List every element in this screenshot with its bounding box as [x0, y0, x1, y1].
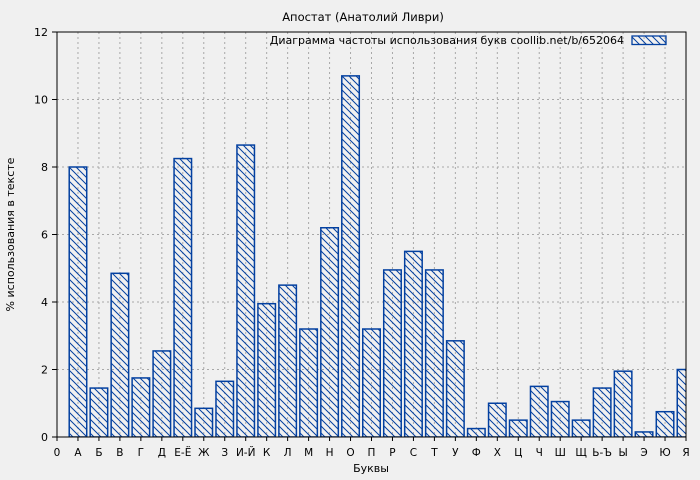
- bar-А: [68, 166, 88, 437]
- y-axis-label: % использования в тексте: [4, 157, 17, 311]
- bar-Р: [382, 269, 402, 437]
- bar-Ь-Ъ: [592, 387, 612, 437]
- x-tick-0: 0: [54, 447, 61, 459]
- x-tick-В: В: [116, 447, 123, 459]
- x-tick-Ц: Ц: [514, 447, 522, 459]
- x-tick-Х: Х: [494, 447, 501, 459]
- bar-Ю: [655, 410, 675, 437]
- x-tick-О: О: [346, 447, 354, 459]
- bar-Б: [89, 387, 109, 437]
- legend-swatch: [631, 35, 667, 46]
- bar-Е-Ё: [173, 157, 193, 437]
- bar-З: [215, 380, 235, 437]
- y-tick-10: 10: [34, 94, 48, 107]
- x-tick-Ы: Ы: [618, 447, 627, 459]
- x-tick-Ь-Ъ: Ь-Ъ: [592, 447, 612, 459]
- bar-Щ: [571, 419, 591, 437]
- bar-Э: [634, 431, 654, 437]
- chart-title: Апостат (Анатолий Ливри): [282, 10, 444, 24]
- bar-Д: [152, 350, 172, 437]
- legend-label: Диаграмма частоты использования букв coo…: [270, 34, 624, 47]
- bar-У: [445, 340, 465, 437]
- bar-Т: [424, 269, 444, 437]
- x-tick-Щ: Щ: [575, 447, 587, 459]
- x-tick-Р: Р: [389, 447, 395, 459]
- x-tick-У: У: [452, 447, 459, 459]
- bar-Я: [676, 368, 686, 437]
- x-tick-И-Й: И-Й: [236, 446, 256, 459]
- x-tick-Я: Я: [682, 447, 689, 459]
- y-tick-6: 6: [41, 229, 48, 242]
- bar-О: [341, 75, 361, 437]
- x-tick-С: С: [410, 447, 417, 459]
- bar-Ф: [466, 427, 486, 437]
- x-tick-Э: Э: [640, 447, 647, 459]
- bar-М: [299, 328, 319, 437]
- tick-marks: [52, 31, 687, 441]
- x-tick-Ф: Ф: [472, 447, 481, 459]
- x-tick-Л: Л: [284, 447, 292, 459]
- y-tick-4: 4: [41, 296, 48, 309]
- y-tick-2: 2: [41, 364, 48, 377]
- y-tick-12: 12: [34, 26, 48, 39]
- bar-В: [110, 272, 130, 437]
- tick-labels: 0 2 4 6 8 10 12 0 А Б В Г Д Е-Ё Ж З И-Й К Л М Н О П Р С Т У Ф Х Ц Ч Ш Щ Ь…: [34, 26, 690, 459]
- y-tick-0: 0: [41, 431, 48, 444]
- bar-Л: [278, 284, 298, 437]
- bar-Ш: [550, 400, 570, 437]
- bars: [68, 75, 686, 437]
- x-tick-Ч: Ч: [536, 447, 543, 459]
- x-tick-Ю: Ю: [659, 447, 670, 459]
- x-axis-label: Буквы: [353, 462, 389, 475]
- x-tick-А: А: [74, 447, 82, 459]
- x-tick-П: П: [368, 447, 376, 459]
- bar-Ч: [529, 385, 549, 437]
- x-tick-Ж: Ж: [198, 447, 210, 459]
- x-tick-М: М: [304, 447, 313, 459]
- y-tick-8: 8: [41, 161, 48, 174]
- x-tick-Ш: Ш: [555, 447, 566, 459]
- bar-Ы: [613, 370, 633, 437]
- bar-С: [403, 250, 423, 437]
- x-tick-Е-Ё: Е-Ё: [174, 446, 191, 459]
- x-tick-Т: Т: [430, 447, 438, 459]
- bar-П: [362, 328, 381, 437]
- x-tick-З: З: [221, 447, 228, 459]
- bar-Ж: [194, 407, 214, 437]
- x-tick-Г: Г: [138, 447, 144, 459]
- bar-Н: [320, 227, 340, 437]
- bar-Г: [131, 377, 151, 437]
- bar-И-Й: [236, 144, 256, 437]
- bar-Ц: [508, 419, 528, 437]
- x-tick-Б: Б: [95, 447, 102, 459]
- x-tick-Н: Н: [326, 447, 334, 459]
- bar-К: [257, 302, 277, 437]
- x-tick-Д: Д: [158, 447, 166, 459]
- x-tick-К: К: [263, 447, 271, 459]
- bar-Х: [487, 402, 507, 437]
